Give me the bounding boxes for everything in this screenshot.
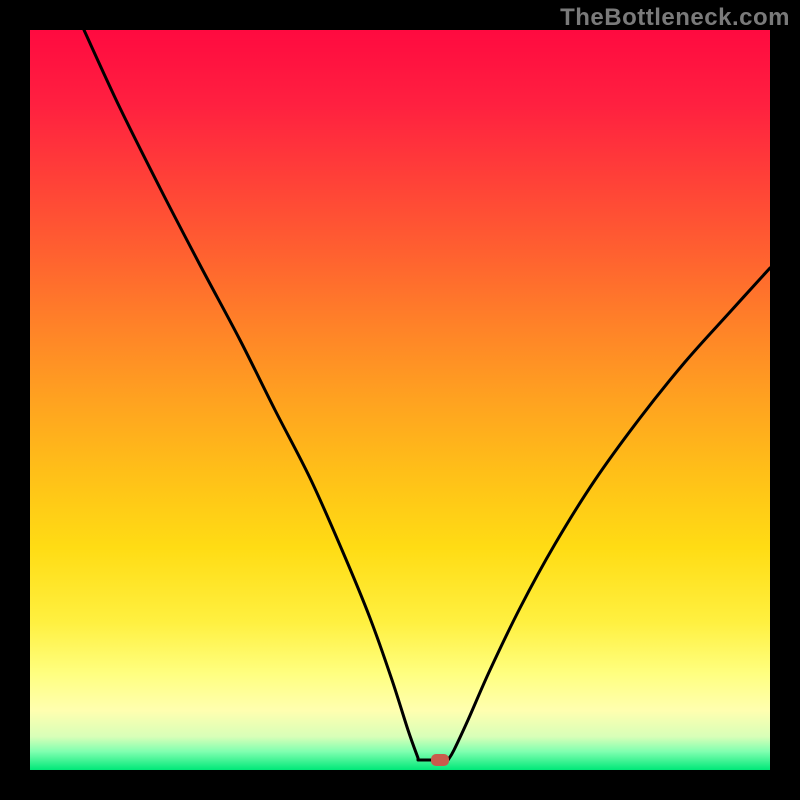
- optimal-point-marker: [431, 754, 449, 766]
- bottleneck-curve: [30, 30, 770, 770]
- watermark-text: TheBottleneck.com: [560, 4, 790, 32]
- chart-container: TheBottleneck.com: [0, 0, 800, 800]
- plot-area: [30, 30, 770, 770]
